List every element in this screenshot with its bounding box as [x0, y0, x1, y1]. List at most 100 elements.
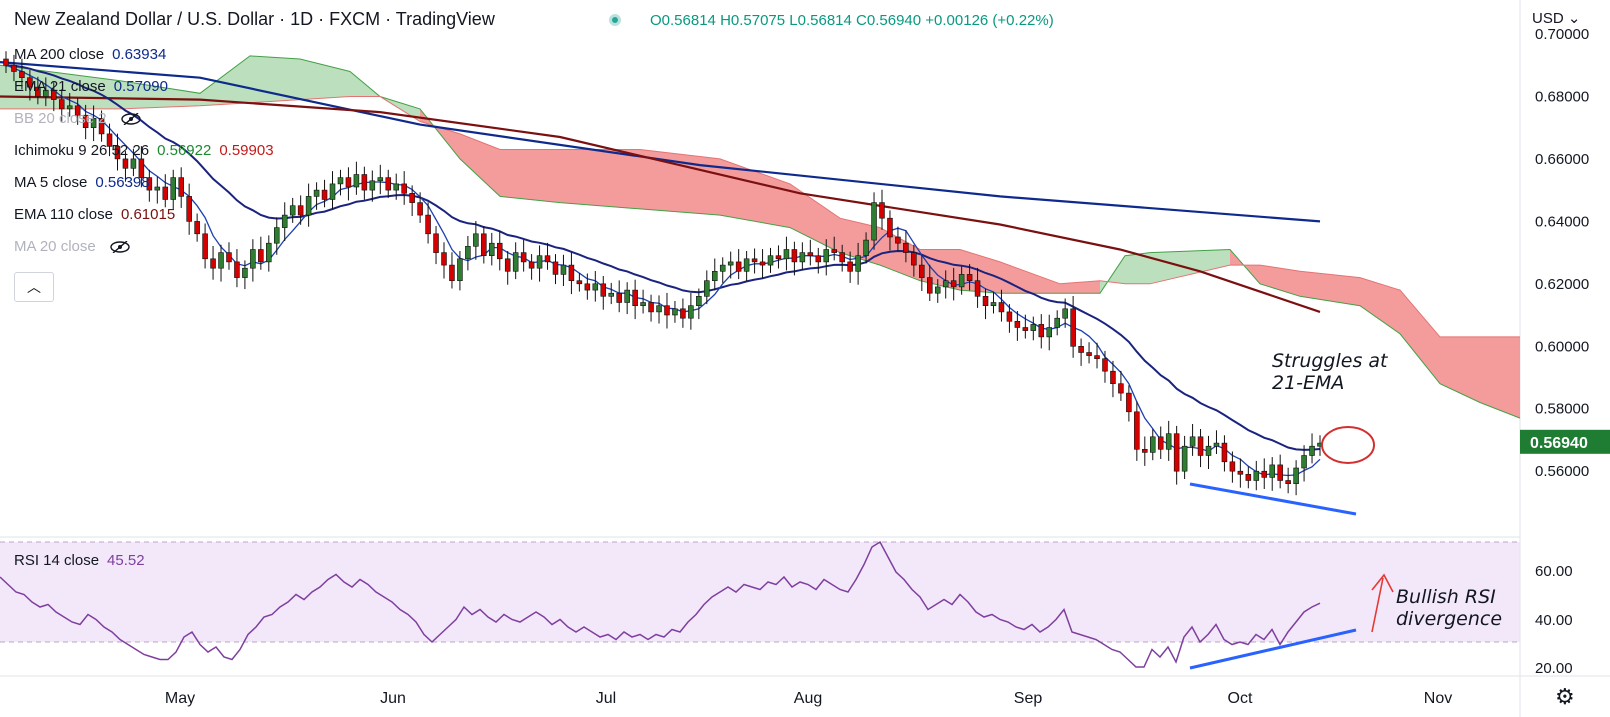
legend-ma20[interactable]: MA 20 close — [14, 238, 130, 255]
rsi-arrow-head — [1371, 573, 1394, 593]
candle-down — [194, 221, 200, 235]
cloud-span-a — [0, 55, 1521, 419]
time-tick-label: Jul — [596, 690, 616, 707]
candle-down — [839, 252, 845, 263]
candle-down — [178, 177, 184, 197]
candle-up — [130, 158, 137, 169]
cloud-bearish — [1480, 336, 1520, 419]
candle-down — [919, 264, 925, 278]
cloud-bearish — [790, 183, 840, 253]
candle-down — [974, 280, 981, 297]
candle-down — [1118, 383, 1124, 394]
candle-up — [377, 177, 384, 182]
eye-hidden-icon[interactable] — [121, 113, 141, 126]
cloud-bearish — [720, 158, 790, 228]
candle-down — [847, 261, 853, 272]
candle-down — [385, 177, 392, 191]
candle-down — [82, 114, 89, 128]
rsi-line — [0, 540, 1321, 668]
candle-down — [568, 264, 575, 282]
candle-down — [27, 77, 33, 88]
candle-down — [496, 242, 503, 260]
candle-up — [457, 258, 463, 281]
candle-down — [449, 264, 455, 282]
candle-down — [361, 174, 368, 191]
candle-down — [162, 186, 169, 200]
price-tick-label: 0.56000 — [1535, 463, 1589, 480]
candle-down — [735, 261, 742, 272]
candle-down — [751, 258, 758, 263]
candle-down — [600, 283, 607, 297]
time-tick-label: Oct — [1228, 690, 1253, 707]
collapse-legend-button[interactable]: ︿ — [14, 272, 54, 302]
candle-up — [43, 89, 49, 97]
candle-down — [576, 280, 583, 285]
candle-down — [544, 255, 551, 263]
candle-up — [66, 105, 73, 110]
change-value: +0.00126 (+0.22%) — [925, 12, 1054, 29]
currency-selector[interactable]: USD ⌄ — [1532, 10, 1581, 27]
candle-down — [887, 217, 893, 238]
candle-down — [1157, 436, 1164, 450]
candle-down — [664, 305, 670, 316]
legend-rsi[interactable]: RSI 14 close 45.52 — [14, 552, 145, 569]
candle-up — [465, 246, 471, 260]
candle-up — [688, 305, 694, 319]
candle-down — [1038, 324, 1045, 338]
candle-up — [250, 249, 256, 269]
rsi-arrow-shaft — [1371, 577, 1384, 633]
price-tick-label: 0.64000 — [1535, 213, 1589, 230]
cloud-bearish — [1440, 336, 1480, 403]
candle-up — [1181, 445, 1188, 472]
rsi-tick-label: 40.00 — [1535, 612, 1573, 629]
candle-down — [3, 58, 9, 66]
candle-down — [807, 252, 814, 257]
candle-down — [409, 193, 415, 203]
candle-up — [696, 295, 702, 306]
candle-up — [560, 264, 567, 275]
settings-gear-icon[interactable]: ⚙ — [1555, 684, 1575, 709]
candle-down — [202, 233, 208, 260]
candle-down — [98, 118, 105, 135]
legend-ichimoku[interactable]: Ichimoku 9 26 52 26 0.56922 0.59903 — [14, 142, 274, 159]
cloud-bearish — [1000, 261, 1060, 294]
cloud-bearish — [1400, 290, 1440, 384]
price-tick-label: 0.66000 — [1535, 151, 1589, 168]
time-tick-label: Nov — [1424, 690, 1452, 707]
legend-ema21[interactable]: EMA 21 close 0.57090 — [14, 78, 168, 95]
market-status-dot[interactable] — [609, 14, 621, 26]
candle-down — [584, 283, 591, 291]
candle-up — [1046, 327, 1053, 338]
candle-up — [393, 183, 399, 191]
legend-ma5[interactable]: MA 5 close 0.56398 — [14, 174, 150, 191]
legend-bb20[interactable]: BB 20 close 2 — [14, 110, 141, 127]
price-tick-label: 0.62000 — [1535, 276, 1589, 293]
candle-down — [258, 249, 264, 263]
candle-down — [815, 255, 822, 263]
candle-up — [1189, 436, 1196, 447]
candle-up — [1054, 317, 1060, 328]
eye-hidden-icon[interactable] — [110, 241, 130, 254]
candle-down — [903, 242, 909, 253]
candle-up — [353, 174, 360, 188]
candle-down — [1142, 448, 1148, 453]
cloud-bearish — [1260, 265, 1300, 297]
candle-up — [1213, 442, 1220, 447]
candle-down — [122, 158, 129, 169]
candle-up — [1205, 445, 1212, 456]
candle-up — [704, 280, 710, 297]
candle-down — [1261, 470, 1268, 478]
candle-up — [329, 183, 336, 200]
legend-ma200[interactable]: MA 200 close 0.63934 — [14, 46, 167, 63]
legend-ema110[interactable]: EMA 110 close 0.61015 — [14, 206, 176, 223]
candle-down — [982, 295, 989, 306]
candle-up — [990, 302, 997, 306]
high-value: H0.57075 — [720, 12, 786, 29]
candle-down — [425, 214, 431, 235]
candle-up — [242, 267, 248, 278]
candle-down — [433, 233, 439, 253]
low-value: L0.56814 — [789, 12, 852, 29]
cloud-bullish — [250, 55, 300, 103]
candle-down — [138, 158, 145, 178]
